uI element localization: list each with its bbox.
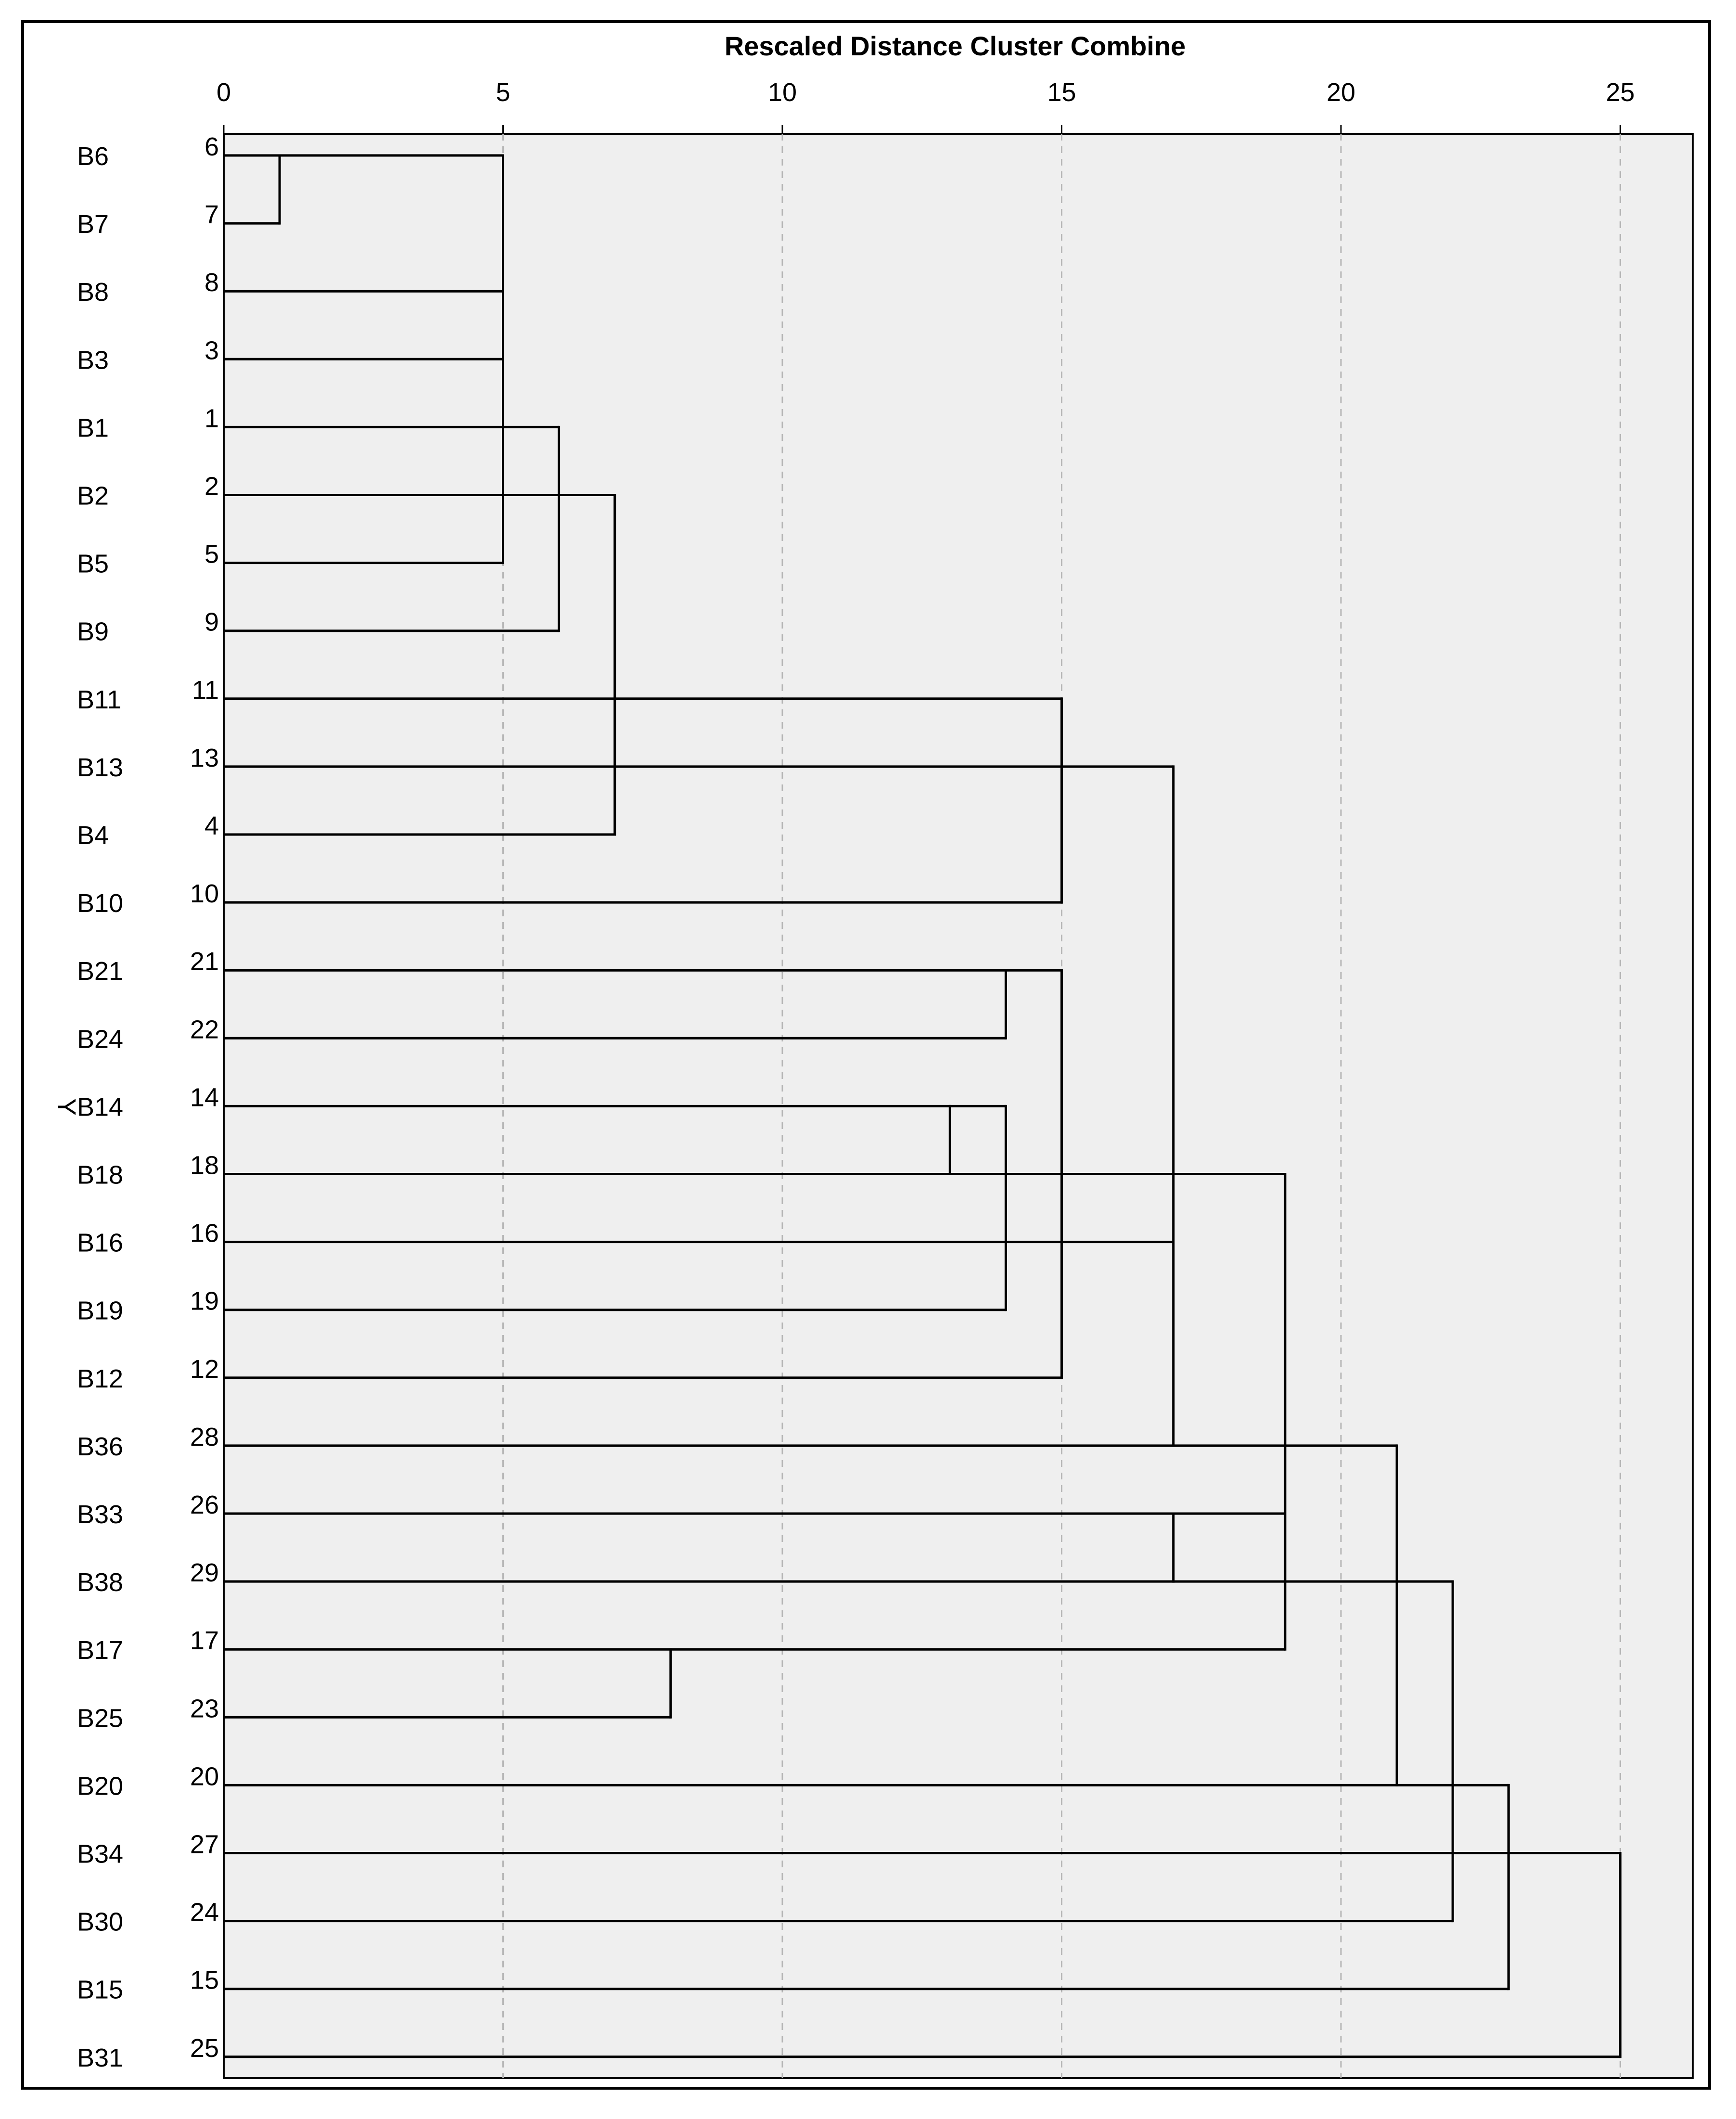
- leaf-number-19: 19: [190, 1287, 219, 1316]
- leaf-number-10: 10: [190, 879, 219, 908]
- leaf-number-11: 11: [192, 676, 219, 705]
- leaf-number-23: 23: [190, 1694, 219, 1723]
- leaf-name-B1: B1: [77, 413, 109, 442]
- leaf-name-B14: B14: [77, 1092, 123, 1121]
- leaf-number-21: 21: [190, 947, 219, 976]
- leaf-number-4: 4: [204, 811, 219, 840]
- chart-title: Rescaled Distance Cluster Combine: [725, 31, 1186, 61]
- leaf-name-B17: B17: [77, 1636, 123, 1665]
- leaf-number-18: 18: [190, 1151, 219, 1180]
- leaf-number-24: 24: [190, 1898, 219, 1927]
- leaf-name-B6: B6: [77, 142, 109, 171]
- leaf-number-29: 29: [190, 1558, 219, 1587]
- leaf-number-14: 14: [190, 1083, 219, 1112]
- leaf-number-20: 20: [190, 1762, 219, 1791]
- tick-label-0: 0: [217, 78, 231, 107]
- leaf-name-B9: B9: [77, 617, 109, 646]
- leaf-name-B8: B8: [77, 278, 109, 307]
- leaf-number-25: 25: [190, 2034, 219, 2063]
- leaf-name-B16: B16: [77, 1229, 123, 1258]
- leaf-name-B33: B33: [77, 1500, 123, 1529]
- leaf-name-B7: B7: [77, 210, 109, 239]
- leaf-name-B12: B12: [77, 1364, 123, 1393]
- y-axis-label: Y: [52, 1098, 81, 1116]
- leaf-name-B4: B4: [77, 821, 109, 850]
- leaf-number-5: 5: [204, 540, 219, 569]
- leaf-name-B3: B3: [77, 346, 109, 374]
- leaf-name-B30: B30: [77, 1908, 123, 1937]
- tick-label-20: 20: [1327, 78, 1355, 107]
- leaf-number-12: 12: [190, 1355, 219, 1384]
- grid-lines: [502, 134, 1621, 2078]
- leaf-name-B34: B34: [77, 1840, 123, 1869]
- tick-label-5: 5: [496, 78, 510, 107]
- tick-label-10: 10: [768, 78, 797, 107]
- figure-frame: [21, 20, 1711, 2090]
- leaf-number-28: 28: [190, 1423, 219, 1451]
- leaf-number-27: 27: [190, 1830, 219, 1859]
- leaf-number-26: 26: [190, 1490, 219, 1519]
- x-axis-ticks: 0 5 10 15 20 25: [217, 78, 1635, 134]
- leaf-name-B5: B5: [77, 550, 109, 578]
- leaf-name-B24: B24: [77, 1025, 123, 1053]
- leaf-name-B38: B38: [77, 1568, 123, 1597]
- leaf-number-8: 8: [204, 268, 219, 297]
- leaf-name-B21: B21: [77, 957, 123, 986]
- leaf-name-B20: B20: [77, 1772, 123, 1800]
- leaf-number-13: 13: [190, 744, 219, 772]
- leaf-name-B36: B36: [77, 1432, 123, 1461]
- leaf-number-7: 7: [204, 200, 219, 229]
- leaf-name-B18: B18: [77, 1161, 123, 1190]
- leaf-number-15: 15: [190, 1966, 219, 1995]
- leaf-number-6: 6: [204, 132, 219, 161]
- leaf-number-17: 17: [190, 1626, 219, 1655]
- leaf-name-B13: B13: [77, 753, 123, 782]
- leaf-number-2: 2: [204, 472, 219, 501]
- leaf-name-B15: B15: [77, 1976, 123, 2004]
- dendrogram-links: [224, 154, 1621, 2058]
- leaf-name-B19: B19: [77, 1297, 123, 1325]
- tick-label-15: 15: [1047, 78, 1076, 107]
- leaf-number-9: 9: [204, 608, 219, 637]
- leaf-number-3: 3: [204, 336, 219, 365]
- leaf-name-B2: B2: [77, 482, 109, 511]
- leaf-name-B11: B11: [77, 685, 121, 714]
- leaf-name-B10: B10: [77, 889, 123, 918]
- leaf-name-B31: B31: [77, 2043, 123, 2072]
- leaf-name-B25: B25: [77, 1704, 123, 1733]
- tick-label-25: 25: [1606, 78, 1634, 107]
- leaf-number-22: 22: [190, 1015, 219, 1044]
- leaf-number-1: 1: [204, 404, 219, 433]
- leaf-number-16: 16: [190, 1219, 219, 1248]
